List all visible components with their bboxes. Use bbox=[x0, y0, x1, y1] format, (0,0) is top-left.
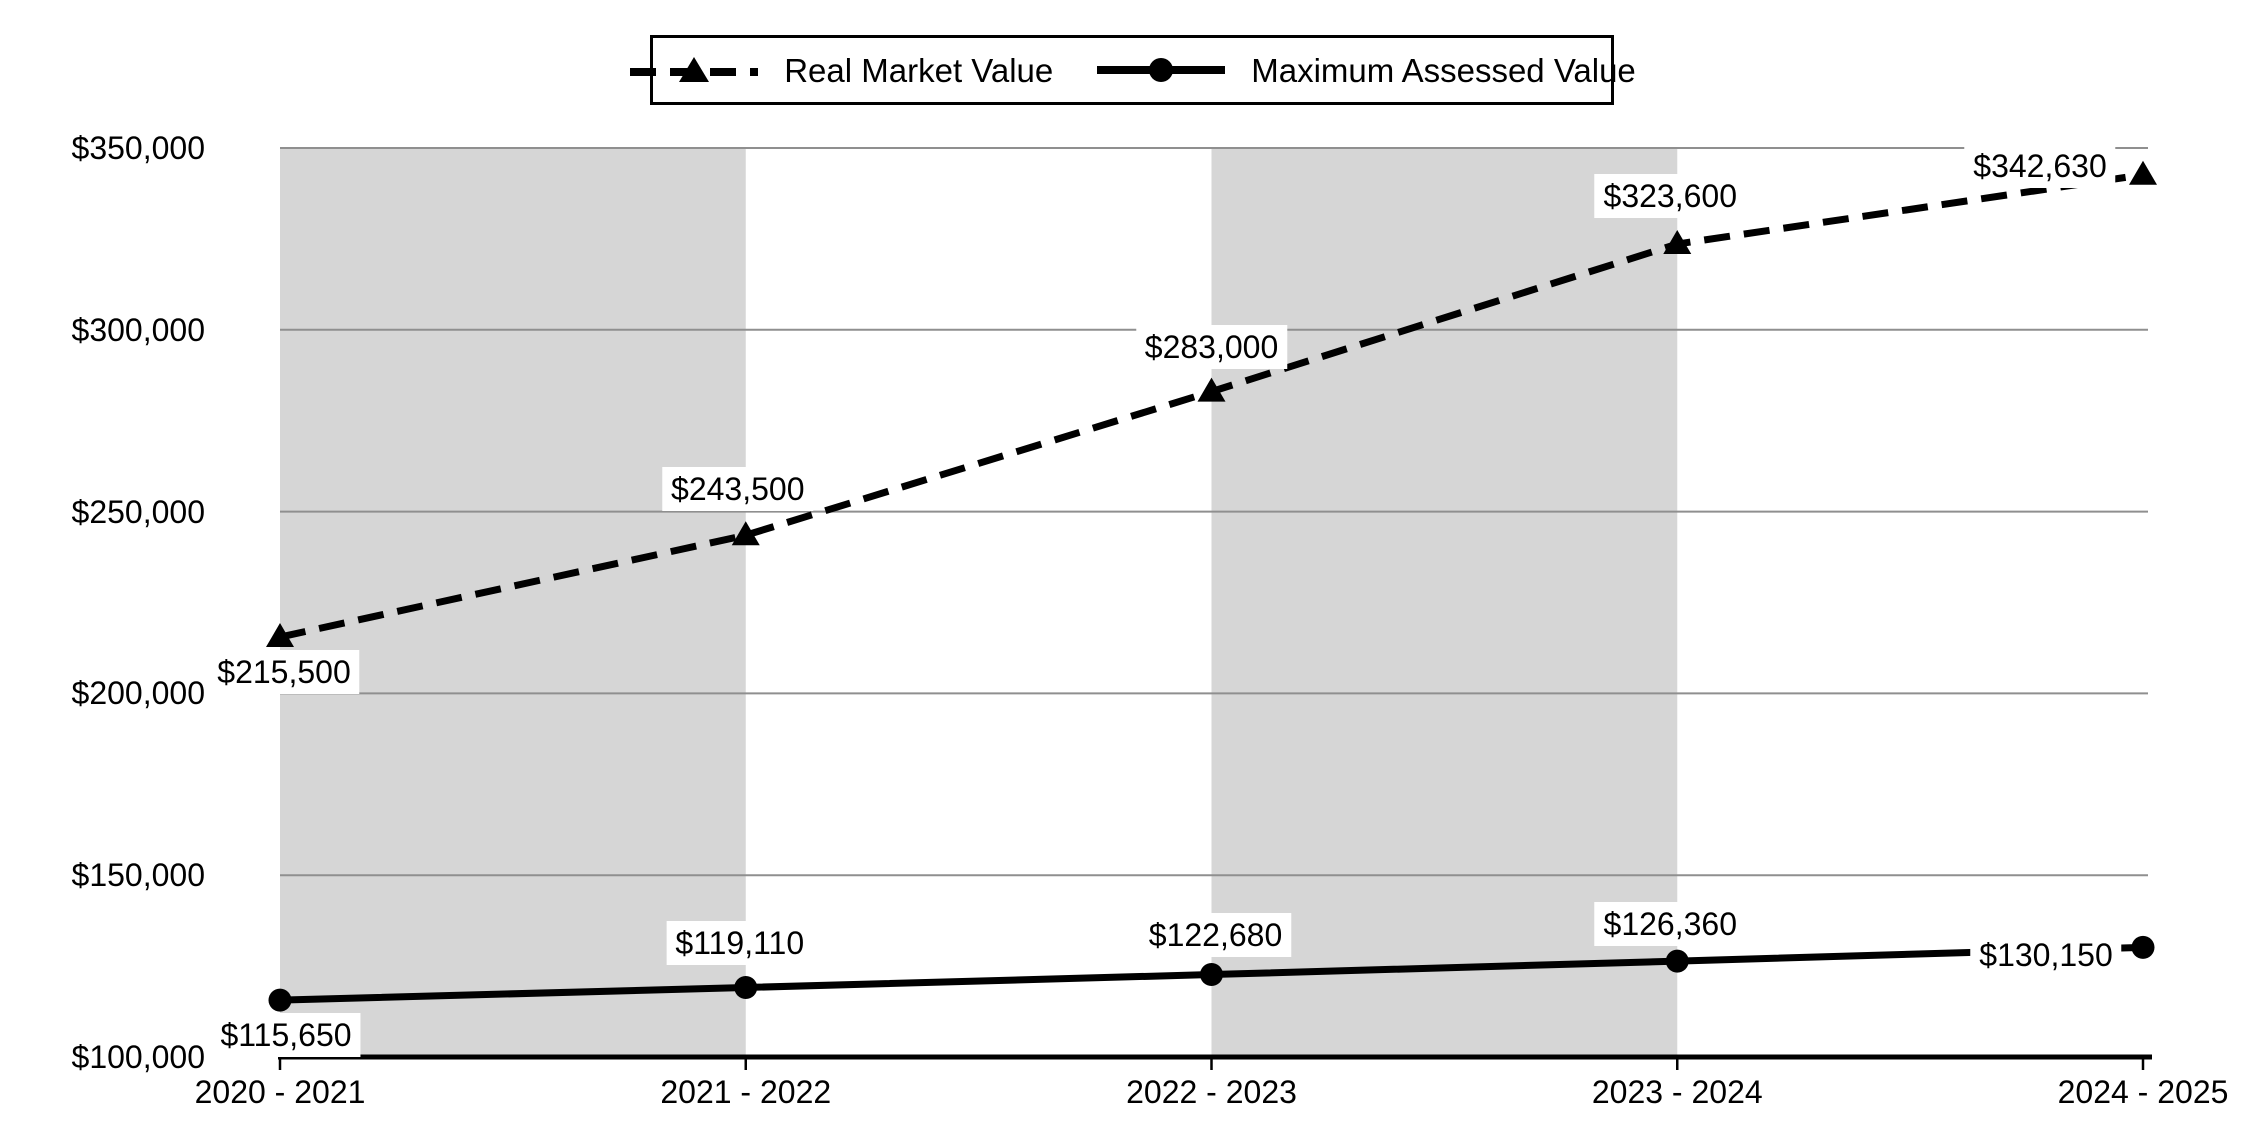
data-label: $130,150 bbox=[1970, 933, 2122, 978]
y-axis-tick-label: $150,000 bbox=[71, 857, 205, 894]
y-axis-tick-label: $250,000 bbox=[71, 493, 205, 530]
data-label: $119,110 bbox=[666, 920, 814, 965]
legend-entry-real-market-value: Real Market Value bbox=[628, 53, 1053, 87]
data-label: $342,630 bbox=[1964, 143, 2116, 188]
x-axis-tick-label: 2023 - 2024 bbox=[1591, 1074, 1763, 1110]
circle-marker bbox=[1200, 963, 1223, 987]
x-axis-tick-label: 2020 - 2021 bbox=[194, 1074, 366, 1110]
circle-marker bbox=[268, 988, 292, 1012]
data-label: $215,500 bbox=[208, 650, 360, 695]
circle-marker bbox=[2131, 935, 2155, 959]
circle-marker bbox=[734, 976, 758, 1000]
plot-band bbox=[280, 149, 746, 1057]
y-axis-tick-label: $350,000 bbox=[71, 130, 205, 166]
data-label: $126,360 bbox=[1594, 902, 1746, 947]
data-label: $323,600 bbox=[1594, 173, 1746, 218]
triangle-marker bbox=[1663, 229, 1692, 254]
legend-label-real-market-value: Real Market Value bbox=[784, 51, 1054, 89]
x-axis-tick-label: 2022 - 2023 bbox=[1126, 1074, 1297, 1110]
dashed-line-triangle-marker-icon bbox=[630, 57, 759, 82]
circle-marker bbox=[1665, 949, 1689, 973]
triangle-marker bbox=[2129, 160, 2157, 185]
x-axis-tick-label: 2024 - 2025 bbox=[2057, 1074, 2229, 1110]
data-label: $115,650 bbox=[211, 1013, 361, 1058]
x-axis-tick-label: 2021 - 2022 bbox=[660, 1074, 832, 1110]
triangle-marker bbox=[1197, 377, 1226, 402]
data-label: $243,500 bbox=[662, 467, 814, 512]
data-label: $122,680 bbox=[1139, 912, 1292, 957]
data-label: $283,000 bbox=[1135, 324, 1288, 369]
triangle-marker bbox=[731, 521, 760, 546]
triangle-marker bbox=[266, 623, 294, 648]
y-axis-tick-label: $300,000 bbox=[71, 311, 205, 348]
y-axis-tick-label: $200,000 bbox=[71, 675, 205, 712]
legend-entry-maximum-assessed-value: Maximum Assessed Value bbox=[1095, 53, 1636, 87]
y-axis-tick-label: $100,000 bbox=[71, 1039, 205, 1075]
solid-line-circle-marker-icon bbox=[1097, 58, 1226, 82]
chart-legend: Real Market Value Maximum Assessed Value bbox=[630, 35, 1636, 105]
legend-label-maximum-assessed-value: Maximum Assessed Value bbox=[1251, 51, 1636, 89]
